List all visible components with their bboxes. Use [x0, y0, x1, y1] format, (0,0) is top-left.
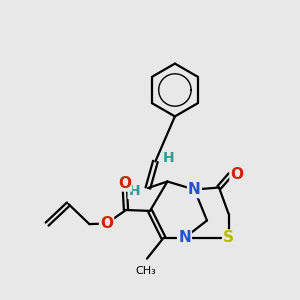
Text: N: N [188, 182, 201, 197]
Text: N: N [178, 230, 191, 245]
Text: H: H [163, 152, 175, 165]
Text: O: O [230, 167, 244, 182]
Text: O: O [118, 176, 131, 190]
Text: CH₃: CH₃ [135, 266, 156, 276]
Text: O: O [100, 216, 113, 231]
Text: H: H [129, 184, 140, 198]
Text: S: S [223, 230, 234, 245]
